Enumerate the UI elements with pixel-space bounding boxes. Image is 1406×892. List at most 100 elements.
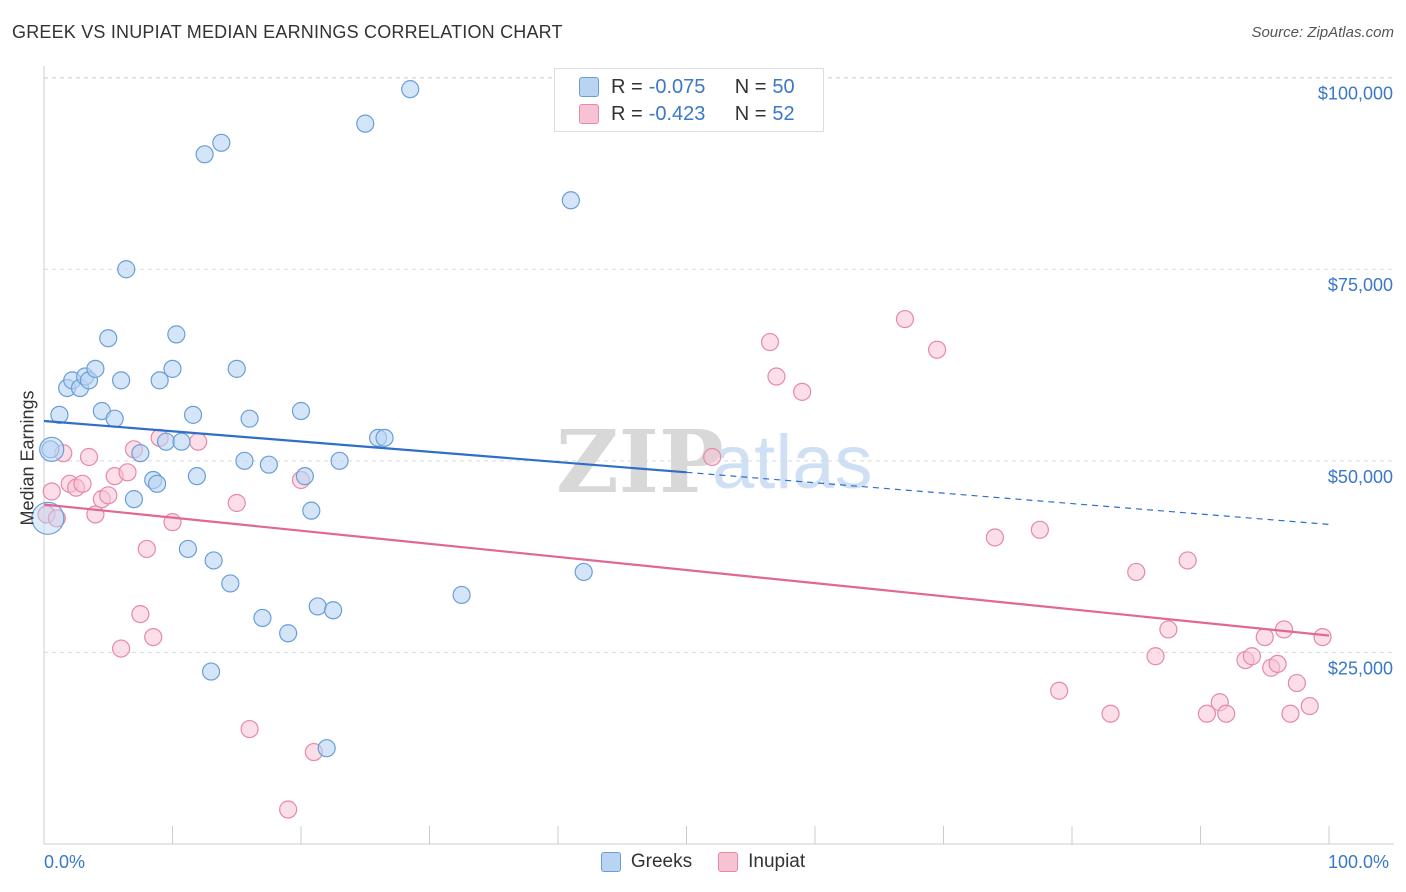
greeks-point [330,451,349,470]
greeks-point [317,739,336,758]
watermark-zip: ZIP [556,412,724,513]
greeks-point [308,597,327,616]
greeks-trend-line [43,419,687,474]
greeks-point [227,359,246,378]
n-label: N = [734,102,767,125]
inupiat-point [703,447,722,467]
inupiat-point [1268,654,1287,674]
inupiat-trend-line [43,503,1330,637]
greeks-point [105,409,124,428]
inupiat-point [189,432,208,451]
inupiat-point [1146,647,1165,666]
chart-title: GREEK VS INUPIAT MEDIAN EARNINGS CORRELA… [12,22,563,42]
greeks-point [291,401,311,421]
inupiat-point [279,800,298,819]
greeks-point [561,191,580,210]
inupiat-point [760,332,780,352]
greeks-point [150,371,169,390]
inupiat-point [240,719,259,739]
inupiat-point [985,528,1005,547]
y-axis-title: Median Earnings [17,390,38,526]
inupiat-point [1281,704,1300,723]
greeks-point [178,539,198,559]
inupiat-point [1313,627,1332,647]
y-tick-label: $100,000 [1318,84,1393,104]
r-label: R = [611,102,643,125]
inupiat-point [42,482,61,501]
inupiat-point [118,463,137,482]
greeks-point [124,490,144,509]
greeks-point [574,562,593,582]
legend-label-inupiat: Inupiat [748,851,806,872]
greeks-point [50,405,69,424]
r-label: R = [611,75,643,98]
greeks-point [375,428,394,447]
greeks-point [187,467,207,486]
n-value-inupiat: 52 [772,102,795,125]
greeks-point [111,371,131,390]
inupiat-point [895,309,915,329]
x-axis-max-label: 100.0% [1328,852,1390,872]
greeks-point [99,329,118,348]
greeks-point [147,474,167,493]
inupiat-point [99,486,118,505]
greeks-point [86,359,105,378]
inupiat-point [1159,620,1178,639]
inupiat-swatch [579,104,599,124]
inupiat-point [1101,704,1120,723]
inupiat-point [793,382,812,401]
greeks-point [117,260,136,279]
greeks-swatch [579,77,599,97]
greeks-point [172,432,191,451]
greeks-point [201,662,221,681]
n-value-greeks: 50 [772,75,795,98]
greeks-point [131,444,150,463]
inupiat-point [73,474,92,493]
greeks-point [183,405,203,424]
inupiat-point [1287,673,1306,693]
greeks-point [167,325,186,344]
n-label: N = [734,75,767,98]
inupiat-point [1197,704,1217,723]
inupiat-point [1255,627,1274,647]
inupiat-point [144,627,163,647]
inupiat-point [1242,647,1262,666]
greeks-point [212,133,231,152]
greeks-cluster-point [31,501,65,535]
greeks-point [156,432,176,451]
inupiat-point [227,493,246,513]
inupiat-point [927,340,947,359]
series-legend: Greeks Inupiat [0,851,1406,873]
legend-item-greeks: Greeks [600,851,693,873]
legend-item-inupiat: Inupiat [718,851,805,873]
inupiat-point [79,447,99,467]
greeks-point [195,145,214,164]
legend-label-greeks: Greeks [630,851,693,872]
inupiat-point [131,604,150,624]
inupiat-point [767,367,786,386]
inupiat-swatch [718,852,739,872]
inupiat-point [1030,520,1049,539]
greeks-point [356,114,375,133]
legend-row-inupiat: R = -0.423 N = 52 [579,102,795,126]
greeks-point [259,455,278,474]
greeks-point [240,409,259,428]
inupiat-point [111,639,131,658]
greeks-point [204,551,223,570]
inupiat-point [1217,704,1236,723]
x-axis-min-label: 0.0% [44,852,86,872]
r-value-greeks: -0.075 [648,75,706,98]
greeks-point [452,585,471,605]
greeks-point [295,467,314,486]
greeks-point [163,359,182,378]
inupiat-point [1050,681,1069,700]
inupiat-point [1300,696,1319,716]
y-tick-label: $75,000 [1328,275,1393,295]
inupiat-point [47,509,66,528]
y-tick-label: $25,000 [1328,658,1393,678]
inupiat-point [137,539,156,559]
greeks-trend-extension [686,471,1330,526]
watermark-atlas: atlas [712,420,873,505]
correlation-legend: R = -0.075 N = 50 R = -0.423 N = 52 [554,68,824,132]
